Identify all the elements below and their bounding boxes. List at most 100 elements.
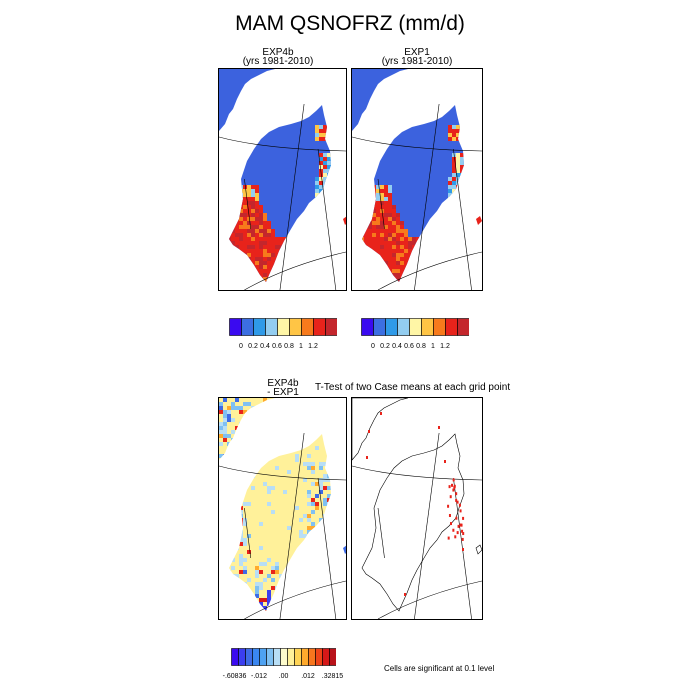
colorbar-swatch <box>231 648 239 666</box>
colorbar-swatch <box>397 318 410 336</box>
significant-cell <box>456 500 459 504</box>
significant-cell <box>460 523 463 527</box>
chart-title: MAM QSNOFRZ (mm/d) <box>235 12 465 35</box>
significant-cell <box>455 498 458 502</box>
colorbar-tick-label: 1.2 <box>440 343 450 350</box>
colorbar-swatch <box>241 318 254 336</box>
canada-outline <box>352 398 409 461</box>
map-panel-ttest <box>351 397 483 620</box>
colorbar-tick-label: 1.2 <box>308 343 318 350</box>
island-outline <box>475 544 482 555</box>
colorbar-swatch <box>308 648 316 666</box>
significant-cell <box>404 593 406 596</box>
colorbar-swatch <box>313 318 326 336</box>
colorbar-tick-label: .00 <box>278 673 289 680</box>
island-landmass <box>476 216 482 225</box>
canada-landmass <box>219 69 275 131</box>
map-panel-exp4b <box>218 68 347 291</box>
colorbar-swatch <box>301 318 314 336</box>
colorbar-tick-label: 0.4 <box>260 343 270 350</box>
colorbar-tick-label: 0.4 <box>392 343 402 350</box>
colorbar-tick-label: .32815 <box>321 673 344 680</box>
colorbar-swatch <box>280 648 288 666</box>
colorbar-swatch <box>287 648 295 666</box>
colorbar-swatch <box>409 318 422 336</box>
colorbar-swatch <box>457 318 470 336</box>
significant-cell <box>455 492 458 496</box>
significant-cell <box>461 537 464 541</box>
colorbar-swatch <box>229 318 242 336</box>
colorbar-swatch <box>294 648 302 666</box>
significant-cell <box>454 535 457 539</box>
colorbar-tick-label: 0 <box>371 343 375 350</box>
colorbar-swatch <box>273 648 281 666</box>
colorbar-swatch <box>315 648 323 666</box>
colorbar-swatch <box>245 648 253 666</box>
colorbar-bottom: -.60836 -.012 .00 .012 .32815 <box>223 648 343 682</box>
significant-cell <box>458 503 461 507</box>
colorbar-top-right: 0 0.2 0.4 0.6 0.8 1 1.2 <box>361 318 470 352</box>
colorbar-tick-label: .012 <box>301 673 315 680</box>
colorbar-tick-label: 0.8 <box>284 343 294 350</box>
panel2-subtitle: (yrs 1981-2010) <box>381 56 453 67</box>
significant-cell <box>457 524 460 528</box>
colorbar-swatch <box>385 318 398 336</box>
significant-cell <box>462 532 465 536</box>
colorbar-swatch <box>277 318 290 336</box>
significance-note: Cells are significant at 0.1 level <box>384 664 495 673</box>
colorbar-swatch <box>322 648 330 666</box>
panel4-title: T-Test of two Case means at each grid po… <box>315 382 511 393</box>
significant-cell <box>462 516 465 520</box>
colorbar-swatch <box>445 318 458 336</box>
colorbar-swatch <box>301 648 309 666</box>
significant-cell <box>447 504 450 508</box>
significant-cell <box>459 509 462 513</box>
colorbar-tick-label: 0 <box>239 343 243 350</box>
significant-cell <box>455 516 458 520</box>
canada-landmass <box>352 69 408 131</box>
significant-cell <box>447 536 450 540</box>
significant-cell <box>444 460 446 463</box>
significant-cell <box>366 456 368 459</box>
colorbar-swatch <box>265 318 278 336</box>
colorbar-swatch <box>421 318 434 336</box>
significant-cell <box>456 531 459 535</box>
greenland-outline <box>361 433 465 612</box>
map-panel-difference <box>218 397 347 620</box>
colorbar-tick-label: 0.2 <box>248 343 258 350</box>
significant-cell <box>452 488 455 492</box>
colorbar-swatch <box>433 318 446 336</box>
colorbar-tick-label: -.60836 <box>222 673 247 680</box>
panel3-subtitle: - EXP1 <box>267 387 299 398</box>
colorbar-tick-label: 0.6 <box>272 343 282 350</box>
significant-cell <box>438 426 440 429</box>
colorbar-swatch <box>266 648 274 666</box>
colorbar-tick-label: 1 <box>299 343 303 350</box>
colorbar-tick-label: 0.2 <box>380 343 390 350</box>
significant-cell <box>452 528 455 532</box>
island-landmass <box>343 545 346 554</box>
colorbar-tick-label: 1 <box>431 343 435 350</box>
significant-cell <box>448 485 451 489</box>
island-landmass <box>343 216 346 225</box>
significant-cell <box>461 529 464 533</box>
significant-cell <box>368 430 370 433</box>
colorbar-tick-label: 0.8 <box>416 343 426 350</box>
significant-cell <box>453 485 456 489</box>
significant-cell <box>451 483 454 487</box>
colorbar-swatch <box>238 648 246 666</box>
colorbar-swatch <box>259 648 267 666</box>
colorbar-swatch <box>325 318 338 336</box>
map-panel-exp1 <box>351 68 483 291</box>
colorbar-tick-label: -.012 <box>251 673 267 680</box>
canada-landmass <box>219 398 275 460</box>
colorbar-swatch <box>253 318 266 336</box>
significant-cell <box>449 522 452 526</box>
colorbar-swatch <box>289 318 302 336</box>
panel2-title: EXP1 <box>404 47 430 58</box>
significant-cell <box>452 478 455 482</box>
significant-cell <box>380 412 382 415</box>
panel1-title: EXP4b <box>262 47 294 58</box>
colorbar-tick-label: 0.6 <box>404 343 414 350</box>
colorbar-swatch <box>361 318 374 336</box>
